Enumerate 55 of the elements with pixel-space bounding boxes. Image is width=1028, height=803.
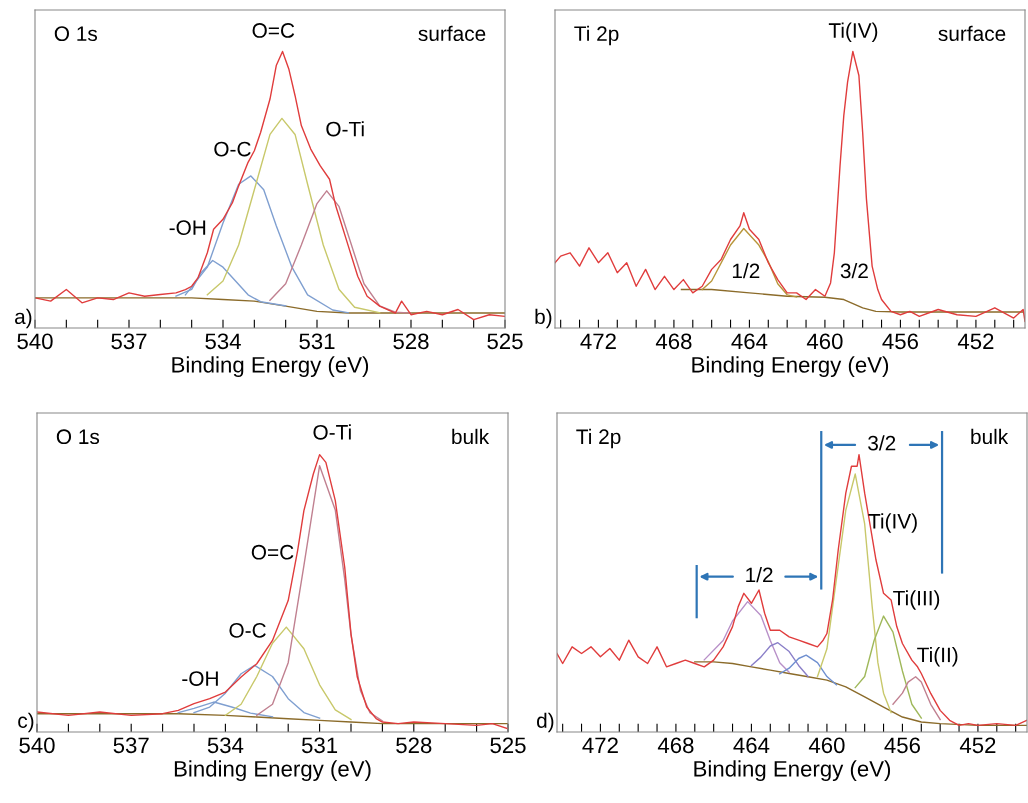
text: Ti 2p bbox=[576, 428, 621, 449]
x-tick-label: 528 bbox=[396, 737, 432, 754]
text: O 1s bbox=[56, 429, 100, 445]
x-tick-label: 528 bbox=[393, 333, 429, 350]
annotation: 3/2 bbox=[840, 262, 868, 279]
annotation: Ti(II) bbox=[917, 647, 958, 667]
x-tick-label: 472 bbox=[582, 737, 618, 753]
text: O-Ti bbox=[313, 424, 351, 440]
x-tick-label: 534 bbox=[205, 333, 241, 350]
text: O 1s bbox=[54, 26, 98, 42]
text: b) bbox=[535, 308, 552, 329]
text: Ti 2p bbox=[574, 25, 619, 46]
text: surface bbox=[418, 25, 486, 42]
text: bulk bbox=[452, 428, 490, 445]
annotation: 1/2 bbox=[746, 566, 773, 583]
x-axis-title: Binding Energy (eV) bbox=[694, 760, 891, 782]
x-tick-label: 456 bbox=[882, 333, 918, 350]
x-tick-label: 468 bbox=[655, 333, 692, 350]
x-tick-label: 472 bbox=[580, 333, 616, 349]
annotation: -OH bbox=[169, 220, 206, 236]
x-axis-title: Binding Energy (eV) bbox=[692, 356, 889, 378]
x-tick-label: 525 bbox=[490, 737, 526, 754]
text: a) bbox=[15, 308, 32, 329]
annotation: O-Ti bbox=[326, 121, 364, 137]
x-axis-title: Binding Energy (eV) bbox=[172, 356, 369, 378]
x-tick-label: 456 bbox=[884, 737, 920, 754]
text: d) bbox=[537, 712, 554, 733]
text: Ti(IV) bbox=[828, 22, 878, 42]
annotation: Ti(III) bbox=[893, 590, 940, 610]
text: c) bbox=[18, 712, 34, 733]
annotation: O-C bbox=[229, 622, 266, 638]
x-tick-label: 460 bbox=[806, 333, 843, 350]
x-axis-title: Binding Energy (eV) bbox=[174, 760, 371, 782]
annotation: -OH bbox=[182, 671, 218, 686]
x-tick-label: 468 bbox=[657, 737, 694, 754]
text: 3/2 bbox=[868, 435, 896, 451]
x-tick-label: 460 bbox=[808, 737, 845, 754]
text: surface bbox=[938, 25, 1006, 42]
x-tick-label: 464 bbox=[733, 737, 770, 754]
x-tick-label: 537 bbox=[111, 333, 147, 350]
text: bulk bbox=[971, 428, 1009, 445]
text: O=C bbox=[252, 23, 295, 38]
x-tick-label: 531 bbox=[301, 737, 338, 754]
x-tick-label: 452 bbox=[957, 333, 994, 350]
annotation: O-C bbox=[214, 141, 251, 157]
x-tick-label: 531 bbox=[299, 333, 335, 350]
x-tick-label: 534 bbox=[207, 737, 244, 754]
annotation: O=C bbox=[251, 544, 294, 560]
annotation: 1/2 bbox=[732, 262, 760, 279]
x-tick-label: 540 bbox=[17, 333, 53, 350]
x-tick-label: 452 bbox=[959, 737, 996, 754]
x-tick-label: 525 bbox=[487, 333, 523, 350]
x-tick-label: 537 bbox=[113, 737, 149, 754]
x-tick-label: 464 bbox=[731, 333, 768, 350]
x-tick-label: 540 bbox=[19, 737, 55, 754]
